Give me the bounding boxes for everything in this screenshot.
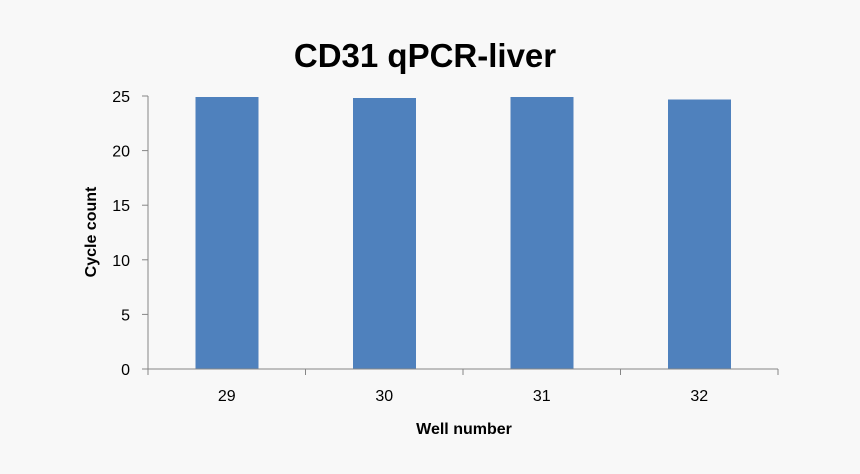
bar-well-32 (667, 99, 731, 369)
y-tick-label: 15 (112, 198, 130, 215)
y-axis: 0 5 10 15 20 25 (112, 89, 148, 379)
chart-title: CD31 qPCR-liver (294, 37, 556, 74)
x-tick-label: 32 (690, 388, 708, 405)
y-tick-label: 10 (112, 253, 130, 270)
y-tick-label: 0 (121, 362, 130, 379)
y-tick-label: 20 (112, 144, 130, 161)
bar-well-30 (352, 98, 416, 370)
y-tick-label: 25 (112, 89, 130, 106)
bar-well-29 (195, 97, 259, 369)
bar-series (195, 97, 731, 370)
x-axis: 29 30 31 32 (147, 369, 779, 405)
x-tick-label: 29 (218, 388, 236, 405)
x-tick-label: 31 (533, 388, 551, 405)
y-tick-label: 5 (121, 307, 130, 324)
x-tick-label: 30 (375, 388, 393, 405)
y-axis-label: Cycle count (83, 186, 100, 277)
x-axis-label: Well number (416, 421, 512, 438)
bar-well-31 (510, 97, 574, 369)
